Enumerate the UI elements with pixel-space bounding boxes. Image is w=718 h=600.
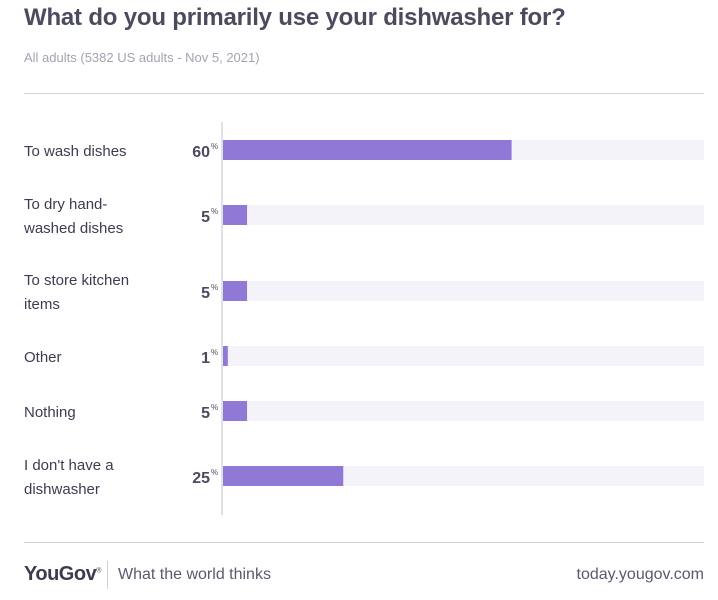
value-unit: %: [211, 403, 218, 412]
bar: [223, 281, 248, 301]
footer-separator: [107, 561, 108, 589]
trademark-mark: ®: [96, 567, 101, 575]
value-unit: %: [211, 283, 218, 292]
category-label-line: To wash dishes: [24, 143, 127, 160]
value-label: 5: [201, 285, 210, 302]
category-label-line: washed dishes: [23, 220, 123, 237]
bar: [223, 346, 228, 366]
value-label: 25: [192, 470, 210, 487]
value-label: 5: [201, 405, 210, 422]
value-label: 1: [201, 350, 210, 367]
bar-chart: To wash dishes 60 % To dry hand-washed dish…: [23, 122, 704, 515]
category-label-line: Other: [24, 349, 62, 366]
bar: [223, 401, 248, 421]
bar-track: [223, 281, 704, 301]
bar-track: [223, 346, 704, 366]
category-label: I don't have a dishwasher: [24, 457, 114, 498]
header-divider: [24, 93, 704, 94]
footer-divider: [24, 542, 704, 543]
chart-title: What do you primarily use your dishwashe…: [24, 4, 566, 31]
category-label-line: I don't have a: [24, 457, 114, 474]
category-label: Other: [24, 349, 62, 366]
logo-text: YouGov: [24, 563, 97, 585]
chart-subtitle: All adults (5382 US adults - Nov 5, 2021…: [24, 50, 260, 65]
value-unit: %: [211, 207, 218, 216]
value-label: 5: [201, 209, 210, 226]
category-label-line: To store kitchen: [24, 272, 129, 289]
category-label: To dry hand-washed dishes: [23, 196, 123, 237]
value-unit: %: [211, 468, 218, 477]
category-label: Nothing: [24, 404, 76, 421]
bar: [223, 205, 248, 225]
category-label-line: To dry hand-: [24, 196, 107, 213]
category-label-line: dishwasher: [24, 481, 100, 498]
bar: [223, 140, 512, 160]
yougov-logo[interactable]: YouGov®: [24, 563, 101, 586]
footer-url-link[interactable]: today.yougov.com: [576, 566, 704, 583]
value-unit: %: [211, 348, 218, 357]
value-unit: %: [211, 142, 218, 151]
category-label: To store kitchen items: [24, 272, 129, 313]
bar-track: [223, 205, 704, 225]
bar-track: [223, 401, 704, 421]
category-label: To wash dishes: [24, 143, 127, 160]
category-label-line: Nothing: [24, 404, 76, 421]
category-label-line: items: [24, 296, 60, 313]
value-label: 60: [192, 144, 210, 161]
bar: [223, 466, 344, 486]
footer-tagline: What the world thinks: [118, 566, 271, 583]
